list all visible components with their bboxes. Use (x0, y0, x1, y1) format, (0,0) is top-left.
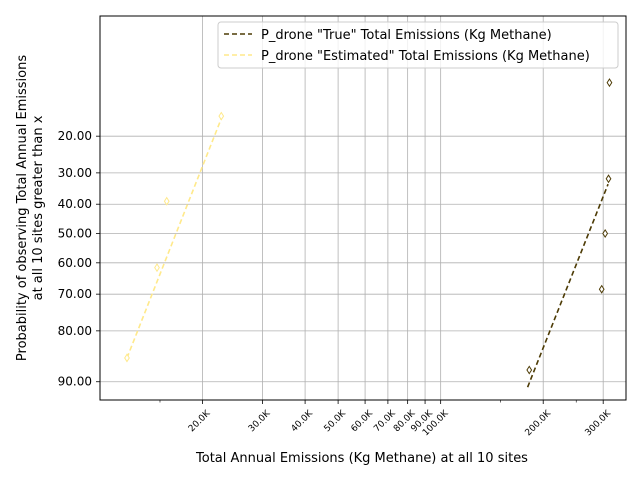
y-tick-label: 90.00 (58, 375, 92, 389)
y-tick-label: 20.00 (58, 129, 92, 143)
y-tick-label: 50.00 (58, 227, 92, 241)
y-axis-label-line-2: at all 10 sites greater than x (31, 115, 46, 300)
grid-lines (100, 16, 626, 400)
plot-area-frame (99, 15, 627, 401)
series-0-marker (605, 174, 612, 184)
y-axis-ticks: 20.00 30.00 40.00 50.00 60.00 70.00 80.00 90.00 (58, 129, 100, 389)
series-1 (124, 111, 225, 363)
series-1-marker (163, 196, 170, 206)
legend-label-true: P_drone "True" Total Emissions (Kg Metha… (261, 28, 552, 43)
series-1-marker (124, 353, 130, 363)
series-0-marker (602, 228, 609, 239)
x-axis-ticks: 20.0K 30.0K 40.0K 50.0K 60.0K70.0K80.0K90.0K… (159, 400, 614, 438)
series-1-fit-line (126, 113, 224, 359)
series-0 (526, 78, 613, 388)
legend-box (217, 21, 619, 69)
x-tick-label: 60.0K (350, 408, 376, 434)
series-0-fit-line (526, 183, 609, 388)
y-tick-label: 80.00 (58, 324, 92, 338)
series-0-marker (606, 78, 613, 88)
x-tick-label: 300.0K (584, 408, 614, 438)
series-0-marker (598, 284, 605, 294)
x-axis-label: Total Annual Emissions (Kg Methane) at a… (195, 451, 528, 466)
x-tick-label: 50.0K (323, 408, 349, 434)
y-tick-label: 60.00 (58, 256, 92, 270)
y-tick-label: 70.00 (58, 287, 92, 301)
y-tick-label: 40.00 (58, 197, 92, 211)
legend: P_drone "True" Total Emissions (Kg Metha… (217, 21, 619, 69)
x-tick-label: 200.0K (524, 408, 554, 438)
series-1-marker (154, 263, 160, 273)
x-tick-label: 40.0K (290, 408, 316, 434)
series-layer (124, 78, 613, 388)
y-tick-label: 30.00 (58, 166, 92, 180)
y-axis-label-line-1: Probability of observing Total Annual Em… (15, 55, 30, 361)
x-tick-label: 30.0K (247, 408, 273, 434)
x-tick-label: 20.0K (187, 408, 213, 434)
series-0-marker (526, 365, 533, 375)
series-1-marker (218, 111, 225, 121)
legend-label-estimated: P_drone "Estimated" Total Emissions (Kg … (261, 49, 590, 64)
